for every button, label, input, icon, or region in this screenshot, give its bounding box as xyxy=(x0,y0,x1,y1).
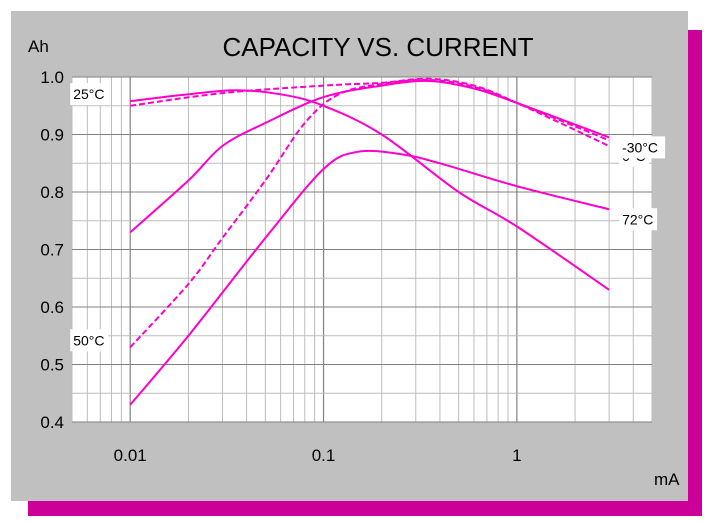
series-label: 50°C xyxy=(70,329,109,352)
series-label-text: 25°C xyxy=(73,86,104,102)
x-tick-label: 0.1 xyxy=(312,446,336,465)
y-tick-label: 0.7 xyxy=(40,241,64,260)
series-label-box xyxy=(70,83,109,106)
y-tick-label: 0.4 xyxy=(40,413,64,432)
series-label: -30°C xyxy=(619,136,666,159)
series-label-text: 50°C xyxy=(73,332,104,348)
y-axis-unit: Ah xyxy=(28,37,49,56)
y-tick-label: 0.9 xyxy=(40,126,64,145)
series-line-4 xyxy=(129,149,610,406)
series-line-2 xyxy=(129,79,610,234)
chart-title: CAPACITY VS. CURRENT xyxy=(222,32,533,62)
series-label-text: -30°C xyxy=(622,139,658,155)
series-label-box xyxy=(619,136,666,159)
y-tick-label: 0.8 xyxy=(40,183,64,202)
series-line-3 xyxy=(129,78,610,348)
series-label: 72°C xyxy=(619,208,658,231)
x-tick-label: 0.01 xyxy=(114,446,147,465)
series-label-box xyxy=(70,329,109,352)
series-label: 25°C xyxy=(70,83,109,106)
series-label-box xyxy=(619,208,658,231)
plot-area xyxy=(71,76,653,423)
x-tick-label: 1 xyxy=(512,446,521,465)
y-tick-label: 0.6 xyxy=(40,298,64,317)
series-labels: 25°C0°C-30°C50°C72°C xyxy=(70,83,666,352)
tick-labels: 1.0 0.9 0.8 0.7 0.6 0.5 0.4 0.01 0.1 1 xyxy=(40,68,521,465)
y-tick-label: 1.0 xyxy=(40,68,64,87)
x-axis-unit: mA xyxy=(654,470,680,489)
series-label-text: 72°C xyxy=(622,211,653,227)
y-tick-label: 0.5 xyxy=(40,356,64,375)
series-line-0 xyxy=(130,89,610,291)
series-layer xyxy=(129,77,610,406)
